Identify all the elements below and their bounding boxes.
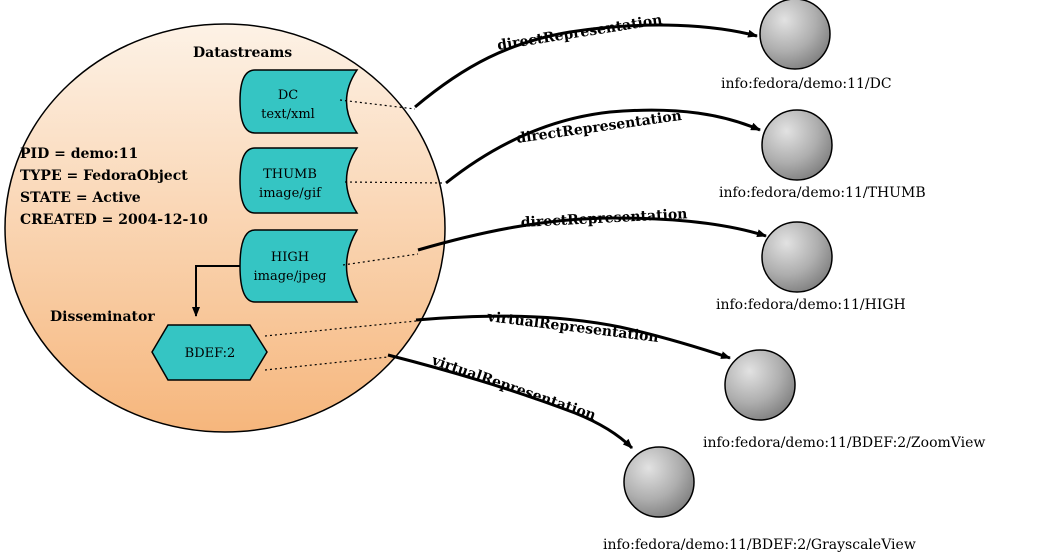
datastream-dc[interactable]: DC text/xml [239, 69, 359, 134]
datastream-thumb[interactable]: THUMB image/gif [239, 147, 359, 214]
property-pid: PID = demo:11 [20, 146, 138, 162]
thumb-dotted-line [344, 181, 445, 184]
target-node-thumb[interactable]: info:fedora/demo:11/THUMB [719, 109, 926, 201]
property-type: TYPE = FedoraObject [20, 168, 188, 184]
high-to-disseminator-connector [192, 265, 240, 317]
datastream-thumb-mime: image/gif [259, 186, 322, 201]
object-properties: PID = demo:11 TYPE = FedoraObject STATE … [20, 146, 208, 228]
target-node-zoomview[interactable]: info:fedora/demo:11/BDEF:2/ZoomView [703, 349, 985, 451]
property-state: STATE = Active [20, 190, 141, 206]
disseminator-label: BDEF:2 [185, 346, 236, 361]
relation-label-grayscale: virtualRepresentation [429, 352, 598, 424]
disseminator-title: Disseminator [50, 309, 155, 325]
dotted-connectors [264, 99, 445, 371]
relation-label-dc: directRepresentation [496, 12, 663, 54]
datastream-high-mime: image/jpeg [254, 269, 327, 284]
target-label-zoomview: info:fedora/demo:11/BDEF:2/ZoomView [703, 435, 985, 451]
target-label-dc: info:fedora/demo:11/DC [721, 76, 892, 92]
relation-arrows [387, 23, 767, 450]
bdef-dotted-line-1 [264, 320, 417, 337]
datastream-high-name: HIGH [271, 250, 309, 265]
datastreams-title: Datastreams [193, 45, 292, 61]
datastream-thumb-name: THUMB [263, 167, 317, 182]
datastream-dc-mime: text/xml [261, 107, 315, 122]
dc-relation-arrow [414, 23, 758, 109]
datastream-high[interactable]: HIGH image/jpeg [239, 229, 359, 303]
target-label-grayscaleview: info:fedora/demo:11/BDEF:2/GrayscaleView [603, 537, 916, 553]
datastream-dc-name: DC [278, 88, 298, 103]
target-node-high[interactable]: info:fedora/demo:11/HIGH [716, 221, 906, 313]
target-label-thumb: info:fedora/demo:11/THUMB [719, 185, 926, 201]
bdef-dotted-line-2 [264, 356, 389, 371]
target-label-high: info:fedora/demo:11/HIGH [716, 297, 906, 313]
grayscale-relation-arrow [387, 353, 634, 450]
thumb-relation-arrow [445, 108, 761, 185]
property-created: CREATED = 2004-12-10 [20, 212, 208, 228]
target-node-dc[interactable]: info:fedora/demo:11/DC [721, 0, 892, 92]
high-relation-arrow [417, 216, 767, 252]
target-node-grayscaleview[interactable]: info:fedora/demo:11/BDEF:2/GrayscaleView [603, 446, 916, 553]
relation-label-zoom: virtualRepresentation [486, 309, 660, 346]
relation-label-high: directRepresentation [520, 206, 687, 231]
disseminator-bdef[interactable]: BDEF:2 [151, 324, 268, 381]
zoom-relation-arrow [415, 314, 731, 360]
